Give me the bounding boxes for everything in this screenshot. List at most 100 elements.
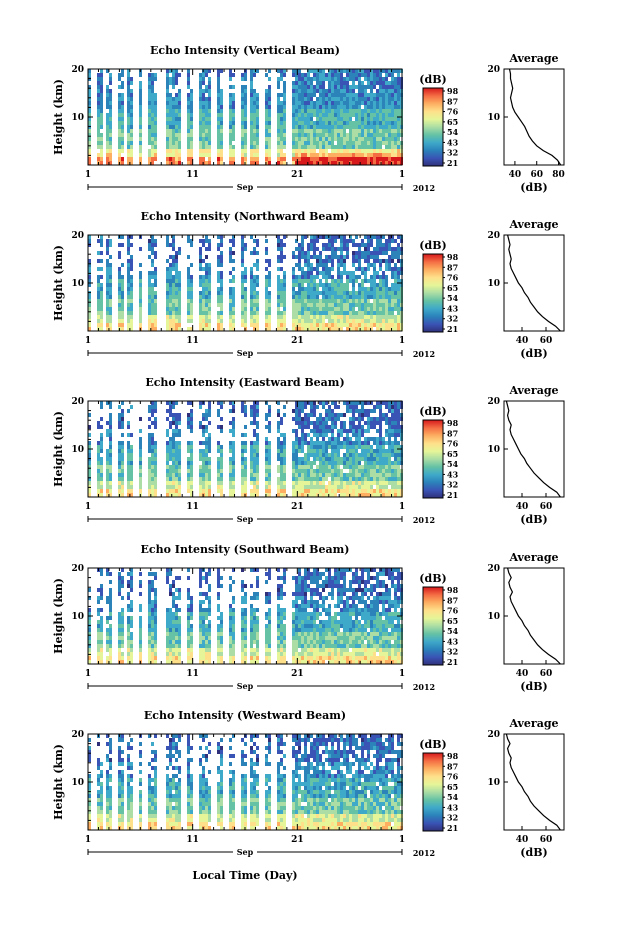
heatmap-cell <box>370 291 373 295</box>
heatmap-cell <box>388 93 391 97</box>
heatmap-cell <box>313 493 316 497</box>
heatmap-cell <box>352 481 355 485</box>
heatmap-cell <box>340 239 343 243</box>
heatmap-cell <box>343 239 346 243</box>
heatmap-cell <box>397 97 400 101</box>
heatmap-cell <box>205 477 208 481</box>
heatmap-cell <box>397 247 400 251</box>
heatmap-cell <box>364 153 367 157</box>
heatmap-cell <box>373 469 376 473</box>
heatmap-cell <box>388 267 391 271</box>
colorbar-tick-label: 87 <box>447 428 458 438</box>
heatmap-cell <box>127 89 130 93</box>
heatmap-cell <box>106 259 109 263</box>
heatmap-cell <box>199 255 202 259</box>
heatmap-cell <box>361 113 364 117</box>
heatmap-cell <box>250 93 253 97</box>
heatmap-cell <box>295 429 298 433</box>
heatmap-cell <box>301 255 304 259</box>
heatmap-cell <box>253 405 256 409</box>
heatmap-cell <box>118 279 121 283</box>
heatmap-cell <box>178 73 181 77</box>
heatmap-cell <box>298 291 301 295</box>
heatmap-cell <box>280 153 283 157</box>
heatmap-cell <box>298 117 301 121</box>
heatmap-cell <box>187 319 190 323</box>
heatmap-cell <box>202 243 205 247</box>
heatmap-cell <box>301 473 304 477</box>
heatmap-cell <box>349 449 352 453</box>
heatmap-cell <box>109 161 112 165</box>
heatmap-cell <box>277 283 280 287</box>
heatmap-cell <box>202 93 205 97</box>
heatmap-cell <box>241 473 244 477</box>
heatmap-cell <box>232 485 235 489</box>
heatmap-cell <box>256 275 259 279</box>
heatmap-cell <box>172 319 175 323</box>
heatmap-cell <box>166 105 169 109</box>
heatmap-cell <box>304 129 307 133</box>
heatmap-cell <box>373 133 376 137</box>
heatmap-cell <box>178 121 181 125</box>
heatmap-cell <box>337 481 340 485</box>
heatmap-cell <box>346 153 349 157</box>
heatmap-cell <box>370 457 373 461</box>
heatmap-cell <box>244 77 247 81</box>
heatmap-cell <box>295 323 298 327</box>
x-tick-label: 21 <box>291 502 304 512</box>
heatmap-cell <box>367 129 370 133</box>
heatmap-cell <box>358 149 361 153</box>
heatmap-cell <box>379 267 382 271</box>
heatmap-cell <box>280 121 283 125</box>
heatmap-cell <box>355 319 358 323</box>
heatmap-cell <box>373 125 376 129</box>
heatmap-cell <box>367 105 370 109</box>
heatmap-cell <box>346 485 349 489</box>
heatmap-cell <box>361 101 364 105</box>
heatmap-cell <box>118 473 121 477</box>
heatmap-cell <box>106 161 109 165</box>
heatmap-cell <box>307 493 310 497</box>
heatmap-cell <box>97 299 100 303</box>
heatmap-cell <box>382 97 385 101</box>
heatmap-cell <box>367 437 370 441</box>
heatmap-cell <box>316 85 319 89</box>
heatmap-cell <box>277 307 280 311</box>
heatmap-cell <box>364 453 367 457</box>
heatmap-cell <box>292 477 295 481</box>
heatmap-cell <box>121 287 124 291</box>
heatmap-cell <box>334 469 337 473</box>
heatmap-cell <box>364 445 367 449</box>
heatmap-cell <box>109 319 112 323</box>
heatmap-cell <box>130 235 133 239</box>
heatmap-cell <box>343 303 346 307</box>
heatmap-cell <box>151 283 154 287</box>
heatmap-cell <box>292 311 295 315</box>
heatmap-cell <box>118 125 121 129</box>
heatmap-cell <box>376 101 379 105</box>
heatmap-cell <box>166 493 169 497</box>
heatmap-cell <box>175 137 178 141</box>
heatmap-cell <box>385 247 388 251</box>
heatmap-cell <box>199 267 202 271</box>
heatmap-cell <box>130 469 133 473</box>
heatmap-cell <box>334 323 337 327</box>
heatmap-cell <box>322 489 325 493</box>
heatmap-cell <box>367 291 370 295</box>
heatmap-cell <box>310 311 313 315</box>
heatmap-cell <box>316 453 319 457</box>
heatmap-cell <box>370 417 373 421</box>
heatmap-cell <box>355 409 358 413</box>
heatmap-cell <box>397 469 400 473</box>
heatmap-cell <box>151 489 154 493</box>
heatmap-cell <box>187 125 190 129</box>
heatmap-cell <box>388 481 391 485</box>
heatmap-cell <box>367 113 370 117</box>
heatmap-cell <box>109 73 112 77</box>
heatmap-cell <box>319 129 322 133</box>
heatmap-cell <box>355 255 358 259</box>
heatmap-cell <box>307 401 310 405</box>
heatmap-cell <box>241 133 244 137</box>
heatmap-cell <box>283 315 286 319</box>
heatmap-cell <box>331 445 334 449</box>
